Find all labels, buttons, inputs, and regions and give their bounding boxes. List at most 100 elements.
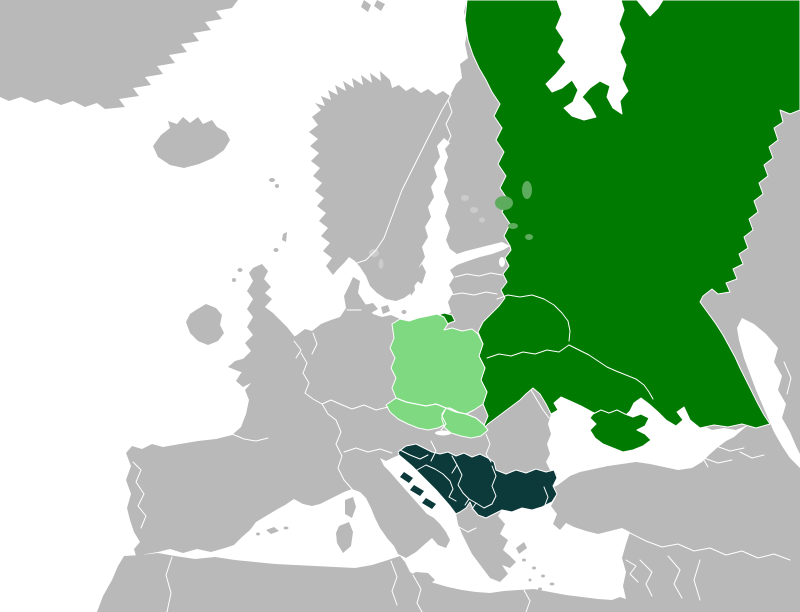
bornholm (401, 310, 407, 314)
border-libya-egypt (523, 589, 531, 612)
lake-ladoga (495, 196, 513, 210)
country-crimea (589, 409, 652, 453)
lake-vattern (378, 259, 384, 269)
sardinia (336, 522, 353, 553)
border-czechia-slovakia (440, 407, 447, 431)
border-sweden-finland (444, 99, 453, 149)
aegean-islet-2 (532, 566, 536, 570)
dalmatian-island-3 (422, 498, 436, 509)
border-caucasus-2 (703, 457, 733, 464)
finnish-lake-1 (461, 195, 469, 201)
faroe-islet (275, 184, 279, 188)
shetland-islands (282, 232, 287, 242)
border-austria-hungary (430, 440, 437, 462)
border-slovenia-croatia (399, 449, 429, 460)
border-austria-italy (343, 447, 393, 454)
border-caucasus-3 (739, 451, 765, 459)
lake-balaton (435, 430, 451, 436)
border-east-caspian (783, 361, 792, 395)
border-ukraine-russia (568, 344, 654, 400)
border-germany-austria (339, 403, 389, 411)
ibiza (256, 532, 260, 536)
border-belgium-france (293, 340, 302, 359)
west-slavic-group (385, 313, 489, 439)
south-slavic-group (397, 443, 558, 519)
country-south-slavic-block (397, 443, 558, 519)
border-switzerland-north (321, 399, 341, 405)
euboea (516, 542, 527, 554)
finnish-lake-3 (479, 217, 485, 223)
aegean-islet-1 (522, 558, 526, 562)
aegean-islet-5 (538, 587, 542, 591)
menorca (283, 526, 289, 530)
border-tunisia-libya (412, 574, 423, 612)
lake-ilmen (525, 234, 533, 240)
dalmatian-island-2 (410, 485, 424, 496)
border-turkey-middle-east (629, 532, 791, 561)
svalbard-island-west (361, 0, 371, 12)
border-albania-greece (458, 526, 477, 533)
border-poland-czechia (395, 397, 447, 409)
iceland (153, 117, 230, 168)
lakes-gray-group (369, 195, 485, 269)
cyprus (632, 549, 652, 558)
border-bosnia-serbia (456, 464, 464, 494)
oland (409, 278, 415, 296)
mallorca (266, 527, 279, 534)
crimea-group (589, 409, 652, 453)
border-levant-2 (639, 559, 653, 597)
finnish-lake-2 (470, 207, 478, 213)
sicily (404, 572, 435, 587)
border-spain-portugal (132, 461, 147, 529)
svalbard-island-east (374, 0, 385, 11)
crete (508, 593, 539, 601)
border-norway-sweden (356, 94, 452, 264)
border-turkey-georgia (699, 430, 709, 468)
lake-onega (522, 181, 532, 199)
border-levant-1 (625, 559, 639, 583)
country-poland (389, 313, 488, 415)
border-bosnia-montenegro (448, 496, 457, 502)
hebrides-islet (237, 268, 243, 272)
border-belarus-ukraine (486, 344, 570, 359)
lakes-white-group (435, 257, 505, 436)
border-estonia-latvia (454, 272, 503, 278)
lake-peipus (499, 257, 505, 267)
border-levant-3 (667, 555, 683, 599)
aegean-islet-3 (541, 574, 545, 578)
border-spain-france (231, 433, 269, 442)
caspian-sea (737, 318, 800, 468)
caspian-group (737, 318, 800, 468)
rhodes (549, 582, 555, 586)
border-switzerland-italy (321, 403, 337, 421)
border-latvia-lithuania (449, 291, 498, 296)
malta (428, 596, 432, 600)
border-lines-group (132, 94, 792, 612)
border-greece-turkey (543, 486, 549, 506)
country-russia-belarus-ukraine (464, 0, 800, 431)
border-hungary-romania (485, 433, 492, 463)
border-serbia-bulgaria (491, 465, 497, 505)
dalmatian-island-1 (400, 472, 413, 483)
border-romania-moldova (530, 389, 550, 419)
hebrides-islet-south (232, 278, 236, 282)
faroe-islands (269, 178, 275, 182)
denmark-funen (381, 305, 390, 314)
border-poland-slovakia (445, 407, 484, 425)
border-netherlands-germany (311, 332, 318, 355)
gotland (417, 264, 426, 284)
greenland (0, 0, 238, 109)
ireland (186, 304, 224, 345)
border-morocco-algeria (165, 556, 173, 612)
border-serbia-macedonia (475, 502, 493, 509)
orkney-islands (273, 248, 279, 252)
lake-rybinsk (508, 223, 518, 229)
border-belarus-russia (496, 294, 571, 342)
border-france-switzerland (304, 392, 323, 405)
border-iraq-iran (693, 559, 701, 601)
border-caucasus-1 (715, 445, 745, 452)
great-britain (236, 264, 299, 387)
border-france-italy (335, 419, 353, 490)
